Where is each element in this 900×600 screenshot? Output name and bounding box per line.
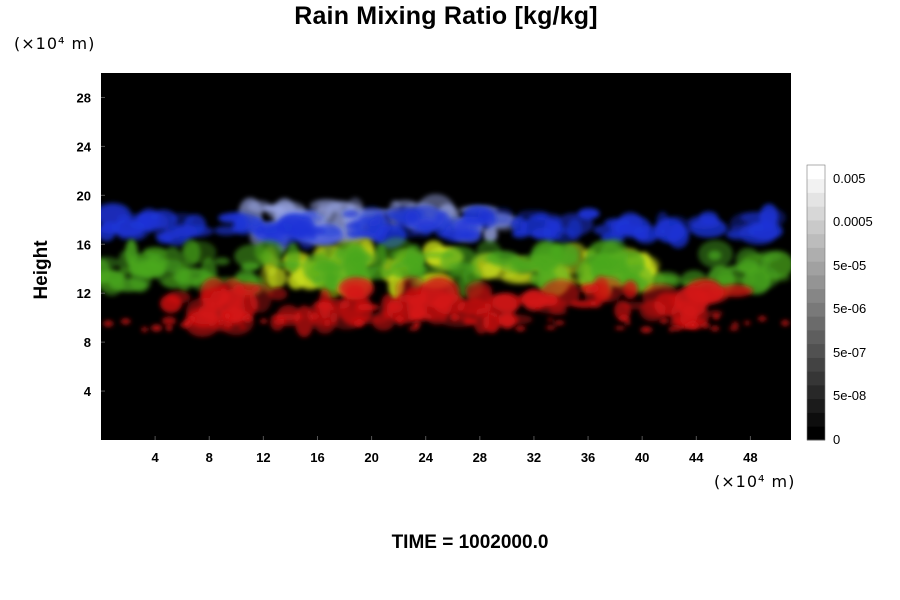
colorbar-segment	[807, 412, 825, 427]
y-tick-label: 24	[77, 139, 92, 154]
x-tick-label: 32	[527, 450, 541, 465]
rain-layer	[160, 275, 754, 338]
x-tick-label: 44	[689, 450, 704, 465]
colorbar-segment	[807, 343, 825, 358]
colorbar-segment	[807, 275, 825, 290]
colorbar-label: 0.005	[833, 171, 866, 186]
colorbar-segment	[807, 371, 825, 386]
x-tick-label: 16	[310, 450, 324, 465]
y-tick-label: 20	[77, 188, 91, 203]
colorbar-label: 0	[833, 432, 840, 447]
colorbar-segment	[807, 206, 825, 221]
y-axis-unit: (×10⁴ m)	[14, 34, 96, 53]
y-tick-label: 28	[77, 90, 91, 105]
y-tick-label: 8	[84, 335, 91, 350]
colorbar-segment	[807, 233, 825, 248]
colorbar-label: 5e-07	[833, 345, 866, 360]
rain-droplets	[103, 313, 790, 333]
colorbar-segment	[807, 261, 825, 276]
colorbar-segment	[807, 426, 825, 441]
rain-layer	[101, 237, 791, 301]
chart-title: Rain Mixing Ratio [kg/kg]	[294, 2, 598, 30]
colorbar-segment	[807, 247, 825, 262]
colorbar-segment	[807, 288, 825, 303]
colorbar-frame	[806, 164, 826, 441]
colorbar-segment	[807, 178, 825, 193]
y-tick-label: 12	[77, 286, 91, 301]
x-tick-label: 12	[256, 450, 270, 465]
rain-field	[101, 194, 791, 338]
colorbar-segment	[807, 385, 825, 400]
colorbar-segment	[807, 302, 825, 317]
x-tick-label: 40	[635, 450, 649, 465]
x-axis-unit: (×10⁴ m)	[714, 472, 796, 491]
colorbar-label: 5e-06	[833, 301, 866, 316]
x-tick-label: 48	[743, 450, 757, 465]
x-tick-label: 20	[364, 450, 378, 465]
time-label: TIME = 1002000.0	[391, 532, 549, 553]
x-tick-label: 4	[152, 450, 160, 465]
colorbar-label: 0.0005	[833, 214, 873, 229]
colorbar-segment	[807, 398, 825, 413]
colorbar-segment	[807, 220, 825, 235]
colorbar-label: 5e-05	[833, 258, 866, 273]
colorbar-segment	[807, 330, 825, 345]
rain-layer	[101, 202, 786, 250]
x-tick-label: 24	[418, 450, 433, 465]
x-tick-label: 28	[473, 450, 487, 465]
colorbar-segment	[807, 192, 825, 207]
colorbar-segment	[807, 357, 825, 372]
colorbar: 0.005 0.0005 5e-05 5e-06 5e-07 5e-08 0	[806, 164, 873, 447]
x-tick-label: 8	[206, 450, 213, 465]
colorbar-label: 5e-08	[833, 388, 866, 403]
colorbar-segment	[807, 165, 825, 180]
x-axis-ticks: 4 8 12 16 20 24 28 32 36 40 44 48	[152, 436, 758, 465]
y-axis-ticks: 4 8 12 16 20 24 28	[77, 90, 105, 399]
y-tick-label: 4	[84, 384, 92, 399]
y-tick-label: 16	[77, 237, 91, 252]
x-tick-label: 36	[581, 450, 595, 465]
colorbar-segment	[807, 316, 825, 331]
